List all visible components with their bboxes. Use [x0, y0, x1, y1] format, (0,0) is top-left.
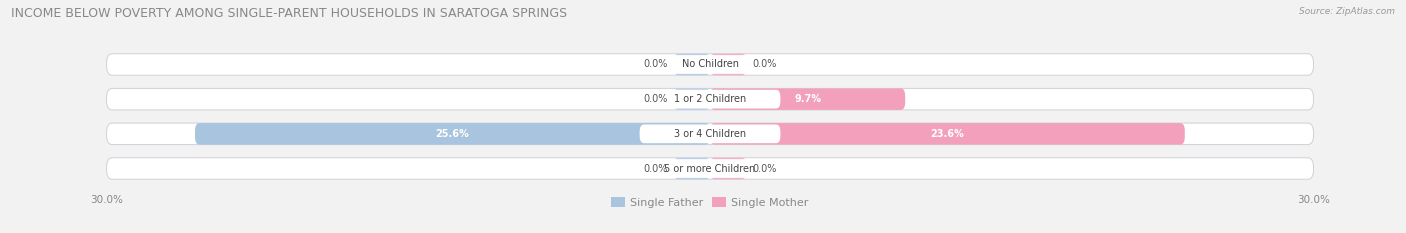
Text: 5 or more Children: 5 or more Children — [665, 164, 755, 174]
Legend: Single Father, Single Mother: Single Father, Single Mother — [607, 193, 813, 212]
Text: INCOME BELOW POVERTY AMONG SINGLE-PARENT HOUSEHOLDS IN SARATOGA SPRINGS: INCOME BELOW POVERTY AMONG SINGLE-PARENT… — [11, 7, 568, 20]
Text: 25.6%: 25.6% — [436, 129, 470, 139]
Text: No Children: No Children — [682, 59, 738, 69]
FancyBboxPatch shape — [710, 88, 905, 110]
Text: 23.6%: 23.6% — [931, 129, 965, 139]
Text: 9.7%: 9.7% — [794, 94, 821, 104]
FancyBboxPatch shape — [640, 159, 780, 178]
FancyBboxPatch shape — [710, 158, 747, 179]
FancyBboxPatch shape — [640, 124, 780, 143]
FancyBboxPatch shape — [107, 158, 1313, 179]
Text: 0.0%: 0.0% — [752, 164, 776, 174]
Text: Source: ZipAtlas.com: Source: ZipAtlas.com — [1299, 7, 1395, 16]
FancyBboxPatch shape — [640, 55, 780, 74]
Text: 3 or 4 Children: 3 or 4 Children — [673, 129, 747, 139]
Text: 0.0%: 0.0% — [644, 94, 668, 104]
FancyBboxPatch shape — [640, 90, 780, 109]
FancyBboxPatch shape — [107, 88, 1313, 110]
FancyBboxPatch shape — [673, 88, 710, 110]
FancyBboxPatch shape — [195, 123, 710, 145]
Text: 0.0%: 0.0% — [752, 59, 776, 69]
FancyBboxPatch shape — [710, 54, 747, 75]
FancyBboxPatch shape — [107, 54, 1313, 75]
FancyBboxPatch shape — [673, 54, 710, 75]
FancyBboxPatch shape — [673, 158, 710, 179]
Text: 0.0%: 0.0% — [644, 164, 668, 174]
Text: 0.0%: 0.0% — [644, 59, 668, 69]
FancyBboxPatch shape — [710, 123, 1185, 145]
Text: 1 or 2 Children: 1 or 2 Children — [673, 94, 747, 104]
FancyBboxPatch shape — [107, 123, 1313, 145]
